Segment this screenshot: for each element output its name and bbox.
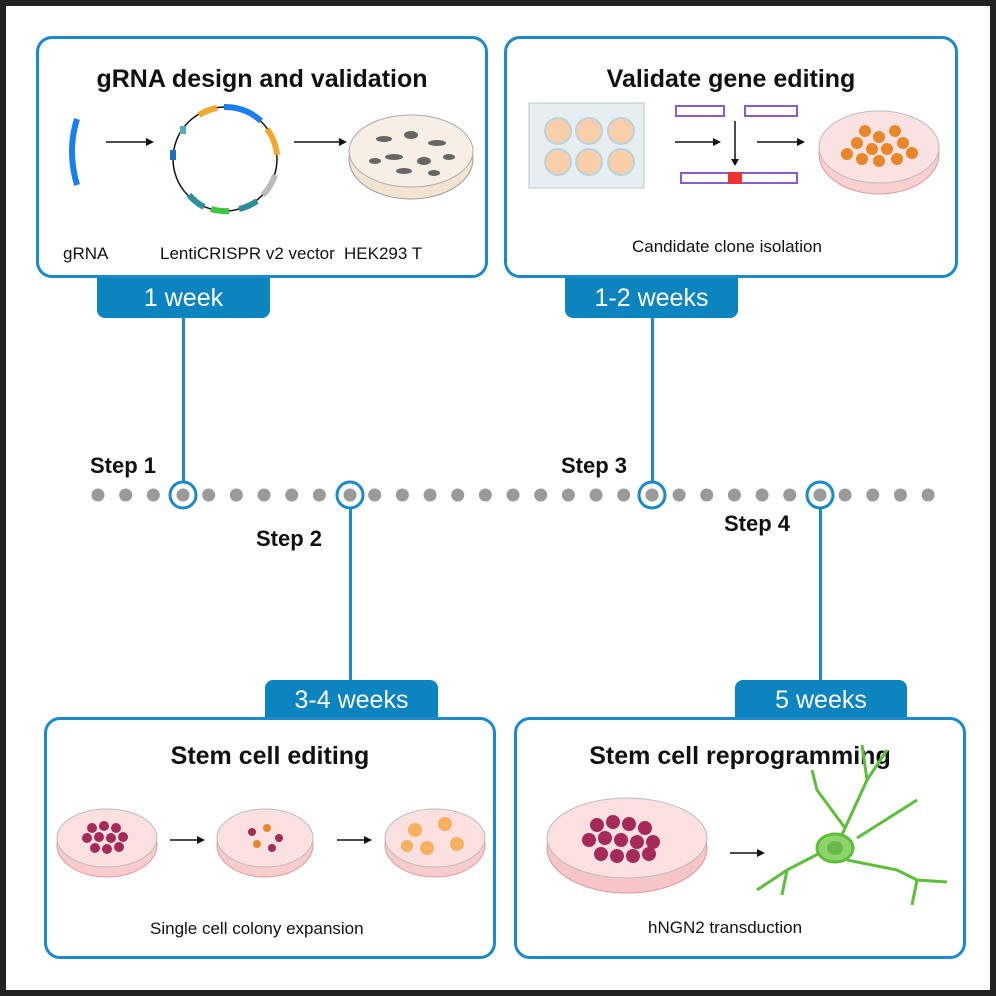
arrow-icon [757, 138, 805, 146]
timeline-dot [921, 488, 935, 502]
step3-caption: Candidate clone isolation [632, 237, 822, 256]
step1-connector [182, 318, 185, 482]
timeline-dot [451, 488, 465, 502]
step2-panel: Stem cell editing Single cell colony exp… [44, 717, 496, 959]
timeline [91, 480, 935, 510]
timeline-dot [257, 488, 271, 502]
grna-icon [69, 118, 80, 186]
petri-dish-icon [56, 808, 158, 878]
timeline-dot [91, 488, 105, 502]
timeline-dot [368, 488, 382, 502]
step4-duration-tag: 5 weeks [735, 680, 907, 720]
step4-panel: Stem cell reprogramming hNGN2 transducti… [514, 717, 966, 959]
step2-title: Stem cell editing [170, 742, 370, 770]
timeline-dot [783, 488, 797, 502]
timeline-dot [561, 488, 575, 502]
petri-dish-icon [546, 797, 708, 894]
neuron-icon [756, 744, 948, 906]
timeline-dot [423, 488, 437, 502]
petri-dish-icon [818, 110, 940, 195]
step2-duration-tag: 3-4 weeks [265, 680, 438, 720]
timeline-dot [312, 488, 326, 502]
dna-cut-icon [675, 105, 798, 184]
timeline-dot [202, 488, 216, 502]
step1-illustration [69, 104, 474, 215]
step2-illustration [56, 808, 486, 878]
petri-dish-icon [348, 114, 474, 200]
arrow-icon [337, 836, 372, 844]
step4-connector [819, 508, 822, 682]
arrow-icon [675, 138, 721, 146]
step1-title: gRNA design and validation [96, 65, 428, 93]
timeline-dot [176, 488, 190, 502]
arrow-icon [730, 849, 765, 857]
timeline-dot [893, 488, 907, 502]
step3-panel: Validate gene editing Candidate clone is… [504, 36, 958, 278]
timeline-dot [146, 488, 160, 502]
step2-connector [349, 508, 352, 682]
timeline-dot [589, 488, 603, 502]
petri-dish-icon [384, 808, 486, 878]
well-plate-icon [528, 102, 645, 189]
petri-dish-icon [216, 808, 314, 878]
timeline-dot [866, 488, 880, 502]
step4-label: Step 4 [724, 511, 791, 536]
timeline-dot [285, 488, 299, 502]
plasmid-icon [170, 104, 280, 215]
timeline-dot [672, 488, 686, 502]
timeline-dot [755, 488, 769, 502]
timeline-dot [727, 488, 741, 502]
step4-caption: hNGN2 transduction [648, 918, 803, 937]
arrow-icon [294, 138, 347, 146]
step1-duration-tag: 1 week [97, 278, 270, 318]
step2-label: Step 2 [256, 526, 323, 551]
step4-title: Stem cell reprogramming [589, 742, 891, 770]
arrow-icon [170, 836, 205, 844]
step3-label: Step 3 [561, 453, 628, 478]
step3-connector [651, 318, 654, 482]
timeline-dot [645, 488, 659, 502]
step3-duration-tag: 1-2 weeks [565, 278, 738, 318]
timeline-dot [478, 488, 492, 502]
timeline-dot [343, 488, 357, 502]
timeline-dot [534, 488, 548, 502]
arrow-icon [106, 138, 154, 146]
step1-panel: gRNA design and validation gRNA LentiCRI… [36, 36, 488, 278]
timeline-dot [617, 488, 631, 502]
hek-caption: HEK293 T [344, 244, 423, 263]
step3-illustration [528, 102, 940, 195]
timeline-dot [395, 488, 409, 502]
step1-label: Step 1 [90, 453, 157, 478]
timeline-dot [813, 488, 827, 502]
timeline-dot [700, 488, 714, 502]
grna-caption: gRNA [63, 244, 109, 263]
timeline-dot [229, 488, 243, 502]
step3-title: Validate gene editing [606, 65, 856, 93]
step2-caption: Single cell colony expansion [150, 919, 364, 938]
timeline-dot [506, 488, 520, 502]
step4-illustration [546, 744, 948, 906]
vector-caption: LentiCRISPR v2 vector [160, 244, 335, 263]
timeline-dot [838, 488, 852, 502]
timeline-dot [119, 488, 133, 502]
